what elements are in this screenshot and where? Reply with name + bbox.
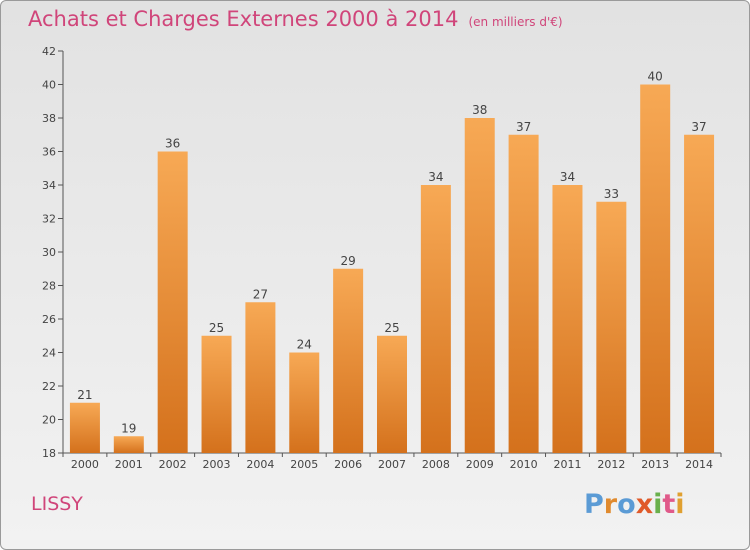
bar-2005 (289, 352, 320, 453)
x-tick-label: 2007 (378, 458, 406, 471)
logo-letter: i (675, 489, 685, 520)
x-tick-label: 2000 (71, 458, 99, 471)
data-label-2014: 37 (691, 120, 706, 134)
logo-letter: x (635, 489, 654, 520)
bar-2002 (157, 151, 188, 453)
data-label-2004: 27 (253, 287, 268, 301)
x-tick-label: 2009 (466, 458, 494, 471)
x-tick-label: 2005 (290, 458, 318, 471)
bar-2007 (377, 335, 407, 453)
data-label-2011: 34 (560, 170, 575, 184)
data-label-2013: 40 (648, 70, 663, 84)
y-tick-label: 22 (42, 380, 56, 393)
x-tick-label: 2004 (246, 458, 274, 471)
data-label-2010: 37 (516, 120, 531, 134)
logo-letter: P (584, 489, 604, 520)
logo-letter: r (603, 489, 618, 520)
x-tick-label: 2011 (553, 458, 581, 471)
bar-2013 (640, 84, 671, 453)
x-tick-label: 2002 (159, 458, 187, 471)
bar-2008 (420, 185, 451, 453)
data-label-2005: 24 (297, 338, 312, 352)
bar-2009 (464, 118, 495, 453)
data-label-2000: 21 (77, 388, 92, 402)
data-label-2012: 33 (604, 187, 619, 201)
bar-2004 (245, 302, 276, 453)
unit-text: (en milliers d'€) (468, 15, 563, 29)
y-tick-label: 32 (42, 213, 56, 226)
proxiti-logo: Proxiti (584, 489, 685, 520)
logo-letter: o (617, 489, 636, 520)
bar-2014 (684, 134, 715, 453)
bar-2010 (508, 134, 539, 453)
bar-2003 (201, 335, 232, 453)
chart-title: Achats et Charges Externes 2000 à 2014 (e… (28, 7, 563, 31)
x-tick-label: 2014 (685, 458, 713, 471)
data-label-2002: 36 (165, 137, 180, 151)
bar-2012 (596, 201, 627, 453)
y-tick-label: 24 (42, 347, 56, 360)
y-tick-label: 36 (42, 146, 56, 159)
x-tick-label: 2001 (115, 458, 143, 471)
bar-2011 (552, 185, 583, 453)
title-text: Achats et Charges Externes 2000 à 2014 (28, 7, 459, 31)
x-tick-label: 2010 (510, 458, 538, 471)
data-label-2001: 19 (121, 421, 136, 435)
y-tick-label: 28 (42, 280, 56, 293)
x-tick-label: 2008 (422, 458, 450, 471)
data-label-2008: 34 (428, 170, 443, 184)
bar-2006 (333, 268, 364, 453)
y-tick-label: 38 (42, 112, 56, 125)
y-tick-label: 26 (42, 313, 56, 326)
data-label-2009: 38 (472, 103, 487, 117)
bar-2001 (113, 436, 144, 453)
y-tick-label: 20 (42, 414, 56, 427)
data-label-2007: 25 (384, 321, 399, 335)
x-tick-label: 2006 (334, 458, 362, 471)
y-tick-label: 30 (42, 246, 56, 259)
logo-letter: i (653, 489, 663, 520)
x-tick-label: 2013 (641, 458, 669, 471)
data-label-2006: 29 (340, 254, 355, 268)
y-tick-label: 42 (42, 45, 56, 58)
bar-2000 (69, 402, 100, 453)
y-tick-label: 34 (42, 179, 56, 192)
x-tick-label: 2012 (597, 458, 625, 471)
y-tick-label: 40 (42, 79, 56, 92)
data-label-2003: 25 (209, 321, 224, 335)
logo-letter: t (662, 489, 676, 520)
city-name: LISSY (31, 493, 83, 515)
x-tick-label: 2003 (203, 458, 231, 471)
y-tick-label: 18 (42, 447, 56, 460)
